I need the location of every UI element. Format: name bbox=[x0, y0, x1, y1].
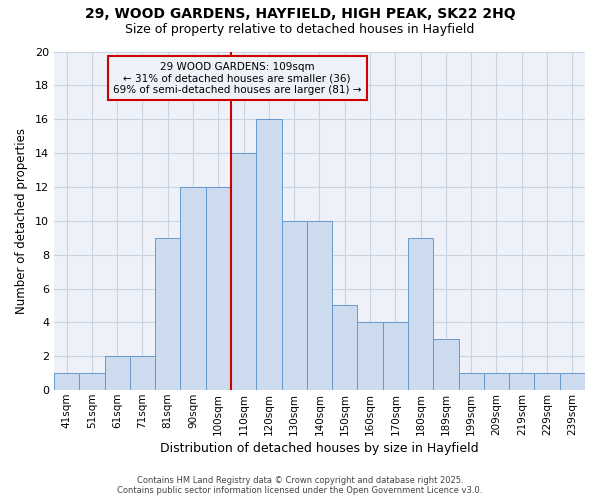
Bar bbox=[358, 322, 383, 390]
Bar bbox=[231, 153, 256, 390]
Bar bbox=[484, 373, 509, 390]
Text: Size of property relative to detached houses in Hayfield: Size of property relative to detached ho… bbox=[125, 22, 475, 36]
Bar bbox=[79, 373, 104, 390]
Bar bbox=[383, 322, 408, 390]
Bar bbox=[181, 187, 206, 390]
X-axis label: Distribution of detached houses by size in Hayfield: Distribution of detached houses by size … bbox=[160, 442, 479, 455]
Bar bbox=[256, 119, 281, 390]
Bar bbox=[155, 238, 181, 390]
Y-axis label: Number of detached properties: Number of detached properties bbox=[15, 128, 28, 314]
Bar bbox=[104, 356, 130, 390]
Bar bbox=[408, 238, 433, 390]
Bar bbox=[535, 373, 560, 390]
Bar bbox=[458, 373, 484, 390]
Bar bbox=[281, 221, 307, 390]
Bar bbox=[509, 373, 535, 390]
Bar bbox=[332, 306, 358, 390]
Text: 29, WOOD GARDENS, HAYFIELD, HIGH PEAK, SK22 2HQ: 29, WOOD GARDENS, HAYFIELD, HIGH PEAK, S… bbox=[85, 8, 515, 22]
Bar bbox=[206, 187, 231, 390]
Bar bbox=[130, 356, 155, 390]
Text: 29 WOOD GARDENS: 109sqm
← 31% of detached houses are smaller (36)
69% of semi-de: 29 WOOD GARDENS: 109sqm ← 31% of detache… bbox=[113, 62, 361, 95]
Bar bbox=[560, 373, 585, 390]
Bar bbox=[307, 221, 332, 390]
Text: Contains HM Land Registry data © Crown copyright and database right 2025.
Contai: Contains HM Land Registry data © Crown c… bbox=[118, 476, 482, 495]
Bar bbox=[54, 373, 79, 390]
Bar bbox=[433, 340, 458, 390]
